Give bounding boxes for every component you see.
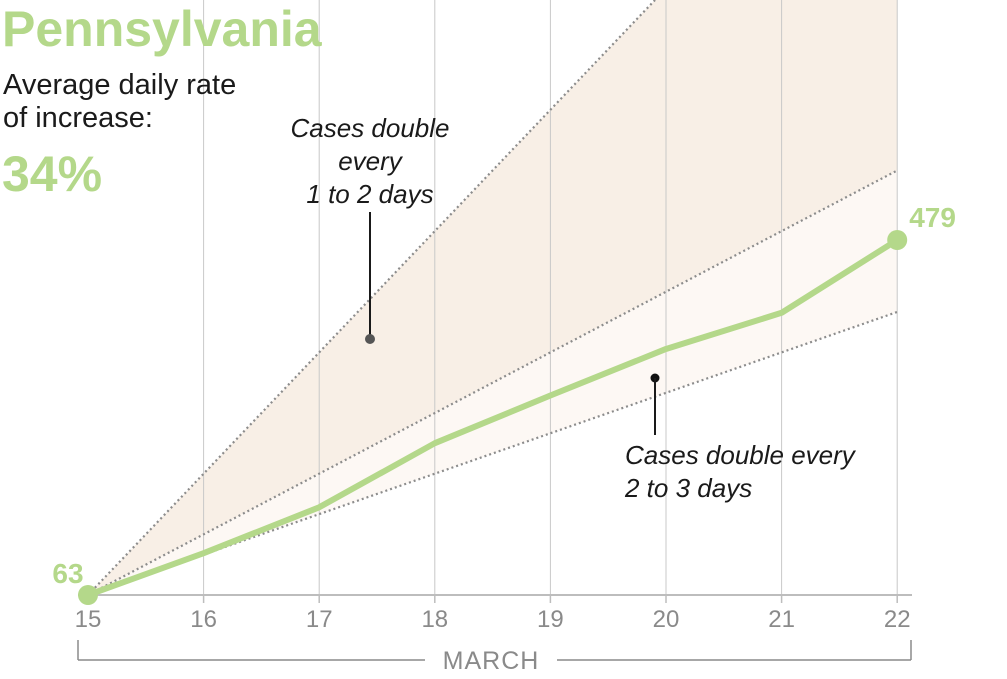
x-tick-label-15: 15	[75, 606, 102, 633]
x-axis-ticks: 15 16 17 18 19 20 21 22	[75, 595, 911, 633]
subtitle-line-2: of increase:	[3, 102, 153, 134]
annotation-slow-line-1: Cases double every	[625, 440, 857, 470]
vertical-gridlines	[203, 0, 898, 595]
data-point-15	[78, 585, 98, 605]
data-point-22	[887, 230, 908, 250]
x-tick-label-16: 16	[190, 606, 217, 633]
reference-line-doubling-2-days	[87, 169, 898, 596]
series-cases: 63 479	[52, 202, 956, 605]
subtitle-line-1: Average daily rate	[3, 69, 236, 101]
series-line	[85, 237, 901, 598]
data-label-last: 479	[909, 202, 956, 233]
page-title: Pennsylvania	[2, 1, 323, 57]
rate-value: 34%	[2, 146, 102, 202]
x-tick-label-21: 21	[768, 606, 795, 633]
x-axis-title: MARCH	[443, 647, 540, 675]
annotation-fast-line-3: 1 to 2 days	[306, 179, 433, 209]
band-doubling-1-to-2-days	[88, 0, 898, 595]
x-tick-label-17: 17	[306, 606, 333, 633]
doubling-reference-lines	[87, 0, 898, 597]
x-tick-label-18: 18	[421, 606, 448, 633]
annotation-fast-line-1: Cases double	[291, 113, 450, 143]
data-label-first: 63	[52, 558, 83, 589]
annotation-slow-line-2: 2 to 3 days	[624, 473, 752, 503]
x-tick-label-20: 20	[653, 606, 680, 633]
x-tick-label-22: 22	[884, 606, 911, 633]
annotation-fast-dot	[365, 334, 375, 344]
x-tick-label-19: 19	[537, 606, 564, 633]
reference-line-doubling-1-days	[87, 0, 656, 596]
annotation-fast-line-2: every	[338, 146, 404, 176]
month-bracket	[77, 640, 912, 661]
